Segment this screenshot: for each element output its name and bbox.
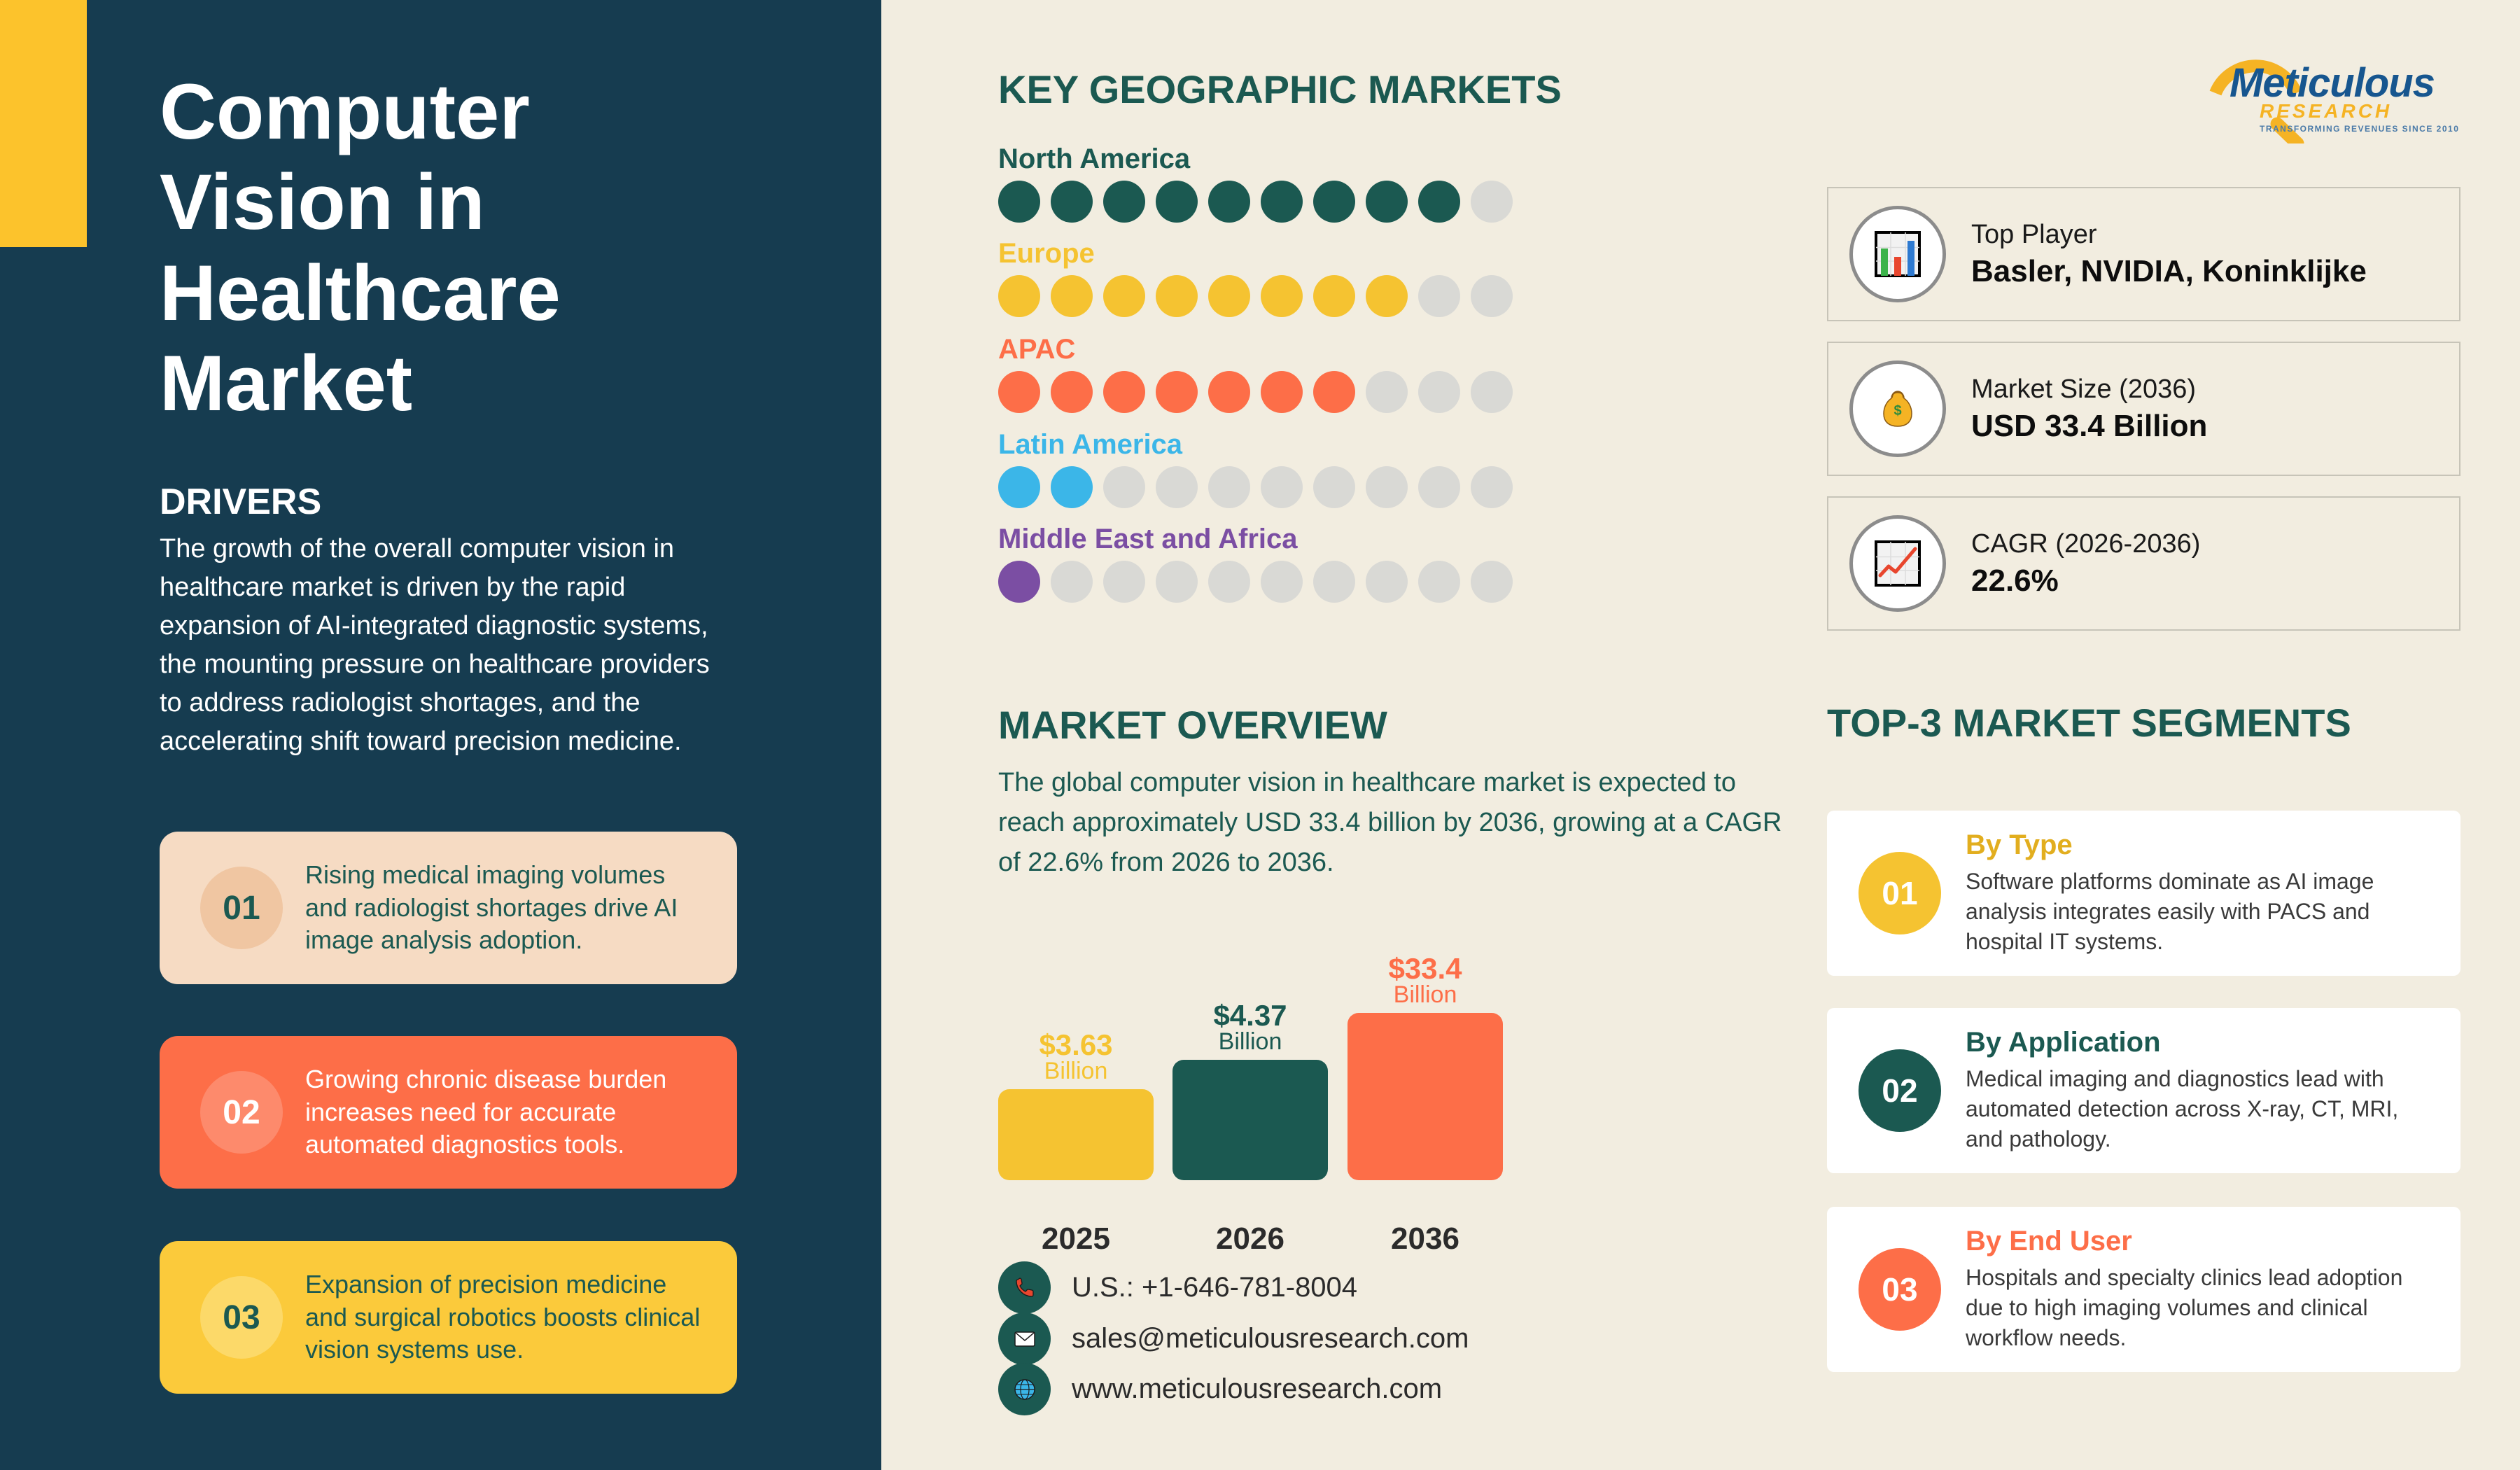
svg-text:$: $: [1893, 403, 1901, 419]
